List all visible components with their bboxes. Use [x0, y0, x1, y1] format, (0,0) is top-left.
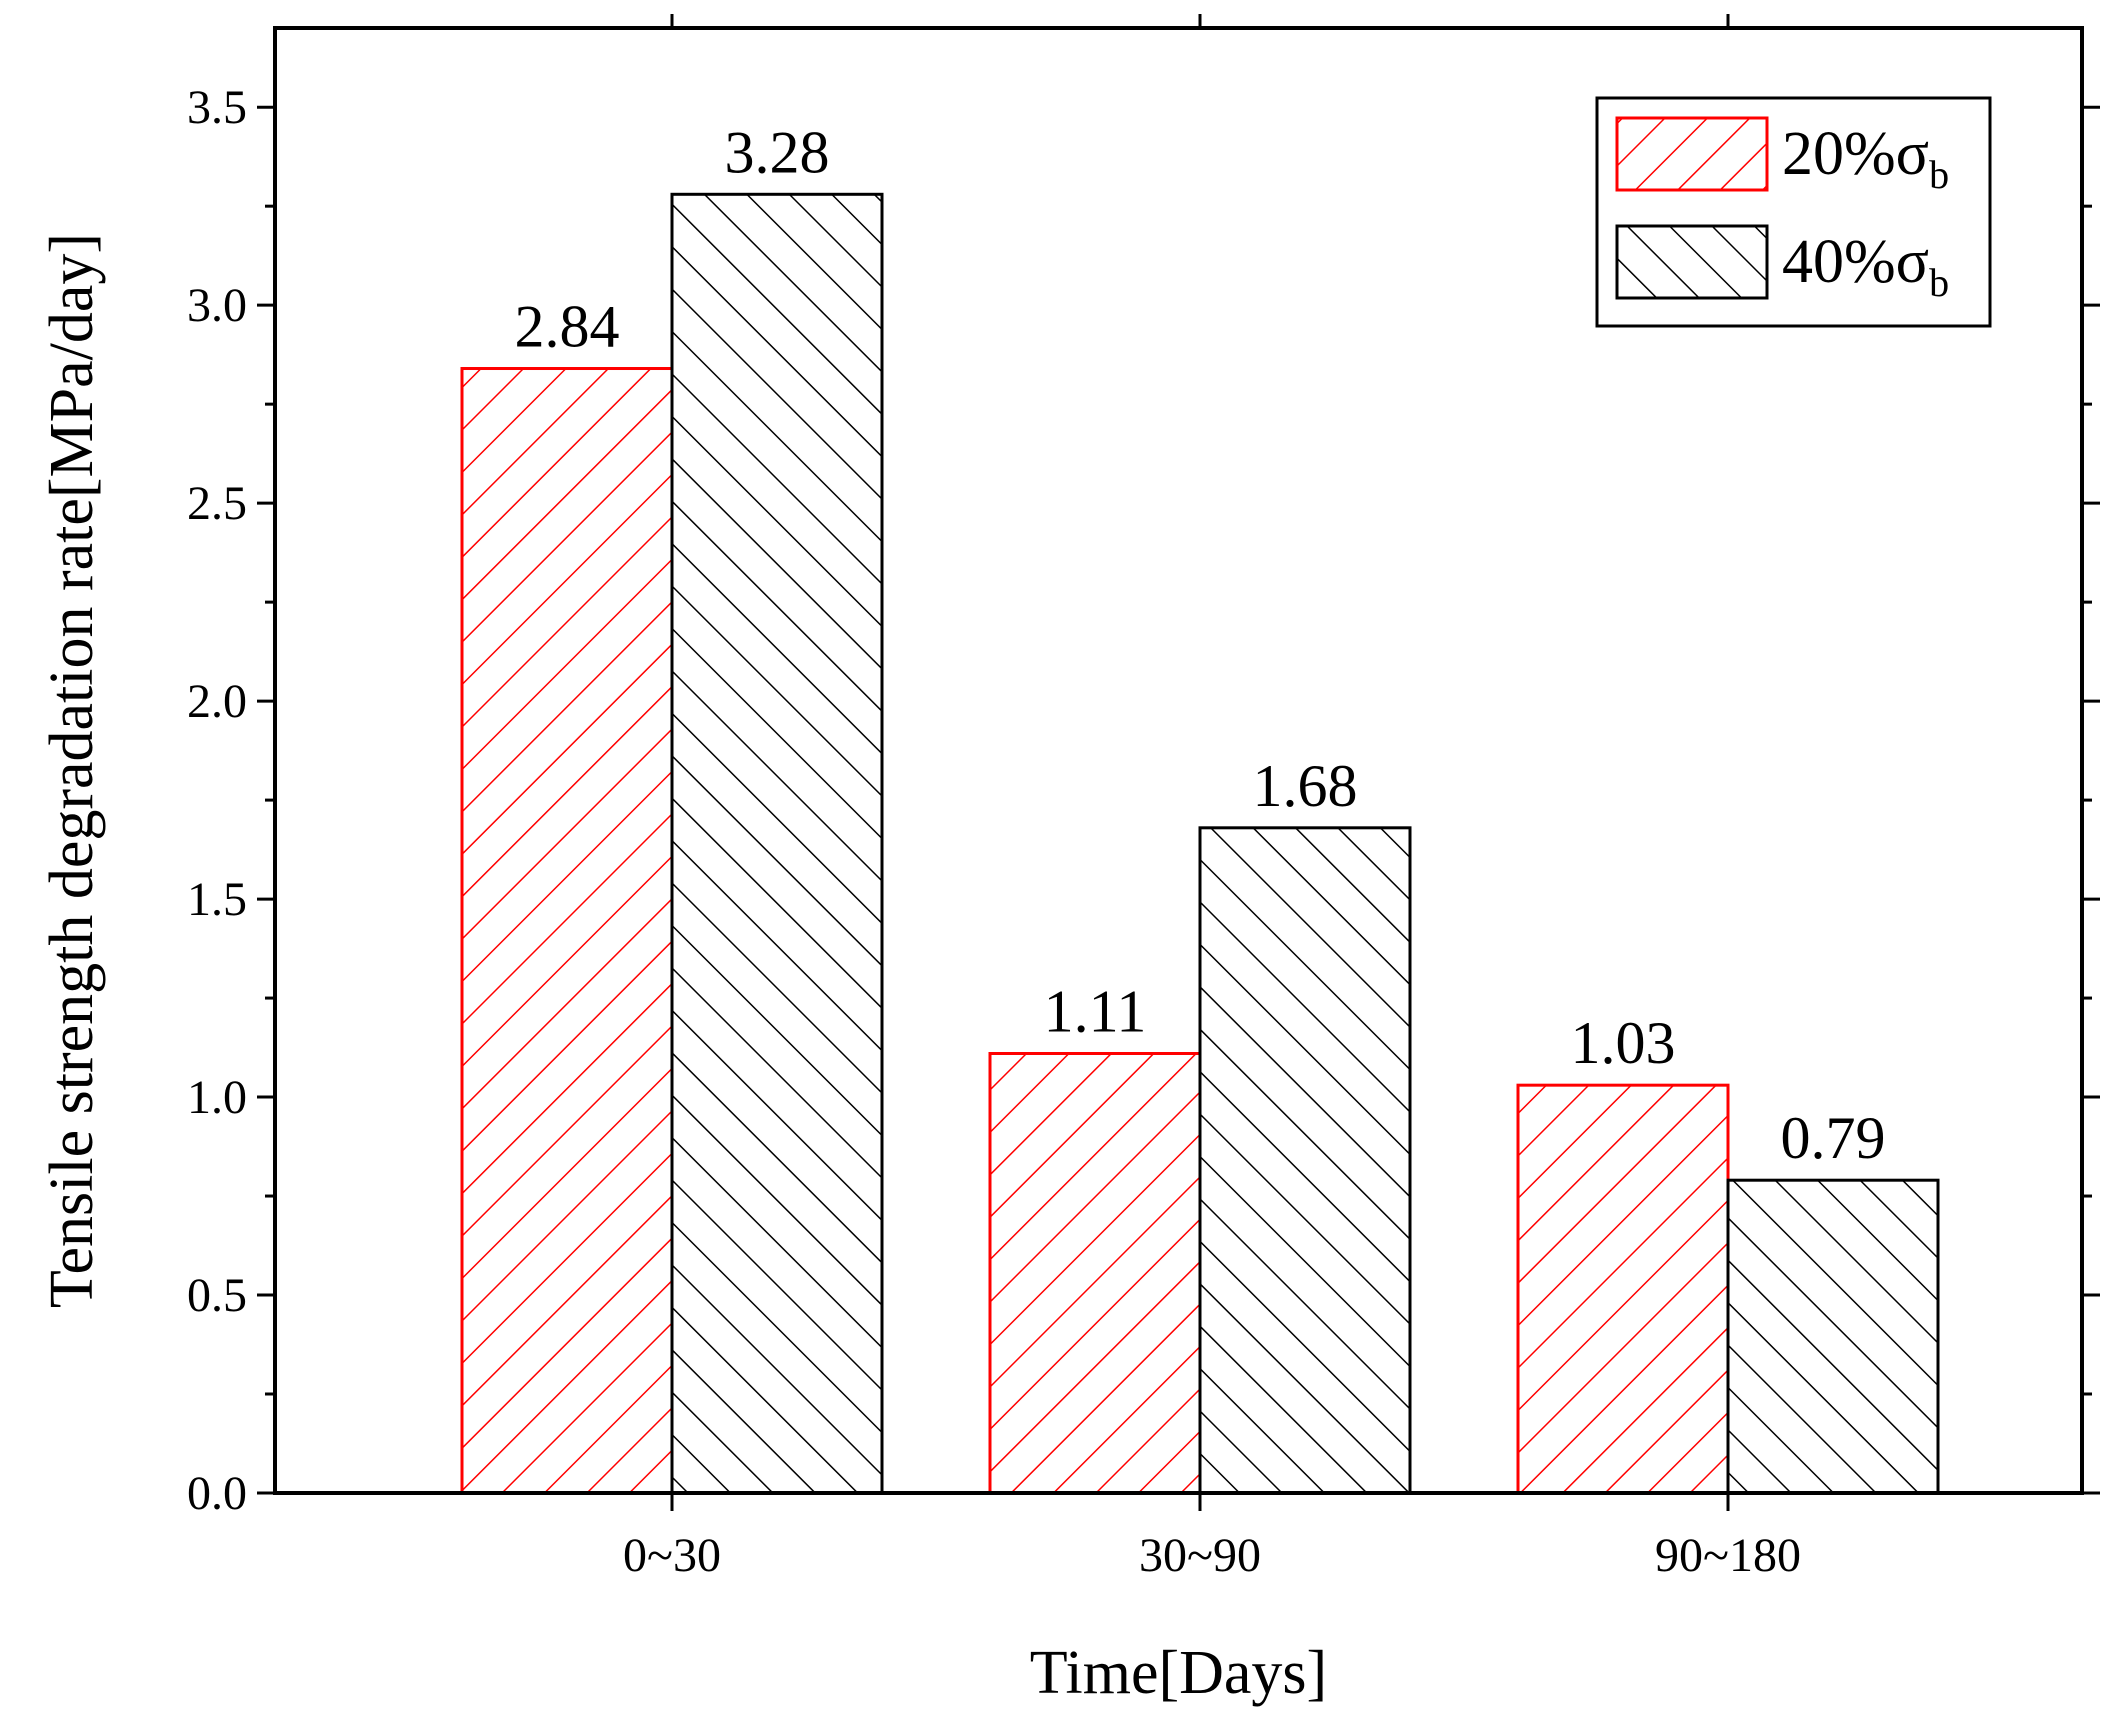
x-tick-label: 0~30 [623, 1529, 721, 1582]
legend-label-series1: 20%σb [1782, 120, 1949, 197]
bar-series1-1 [460, 367, 674, 1495]
legend-label-series2: 40%σb [1782, 228, 1949, 305]
bar-series2-2 [1198, 826, 1412, 1495]
x-tick-label: 90~180 [1655, 1529, 1801, 1582]
y-tick-label: 2.5 [187, 477, 247, 530]
bar-series2-1 [670, 192, 884, 1495]
legend-label-main: 40%σ [1782, 228, 1929, 296]
y-tick-label: 3.5 [187, 81, 247, 134]
y-tick-label: 1.0 [187, 1071, 247, 1124]
bar-series1-3 [1516, 1083, 1730, 1495]
legend-swatch-series1 [1615, 116, 1769, 192]
x-tick-label: 30~90 [1139, 1529, 1261, 1582]
plot-area-frame [273, 26, 2084, 1495]
y-axis-title: Tensile strength degradation rate[MPa/da… [38, 233, 106, 1308]
bars-layer [460, 192, 1940, 1495]
bar-series1-2 [988, 1052, 1202, 1495]
data-label-series1-1: 2.84 [515, 294, 620, 360]
legend-label-subscript: b [1929, 152, 1949, 197]
data-label-series1-3: 1.03 [1571, 1010, 1676, 1076]
x-axis-title: Time[Days] [1030, 1639, 1327, 1707]
y-tick-label: 0.5 [187, 1269, 247, 1322]
y-tick-label: 1.5 [187, 873, 247, 926]
legend-label-main: 20%σ [1782, 120, 1929, 188]
data-label-series2-1: 3.28 [725, 119, 830, 185]
legend-swatch-series2 [1615, 224, 1769, 300]
y-tick-label: 3.0 [187, 279, 247, 332]
data-label-series2-3: 0.79 [1781, 1105, 1886, 1171]
data-label-series1-2: 1.11 [1044, 979, 1147, 1045]
y-tick-label: 0.0 [187, 1467, 247, 1520]
labels-layer: 2.84 1.11 1.03 3.28 1.68 0.79 0.0 0.5 1.0 1.5 2.0 2… [187, 81, 1886, 1582]
y-tick-label: 2.0 [187, 675, 247, 728]
bar-series2-3 [1726, 1178, 1940, 1495]
legend-label-subscript: b [1929, 260, 1949, 305]
data-label-series2-2: 1.68 [1253, 753, 1358, 819]
